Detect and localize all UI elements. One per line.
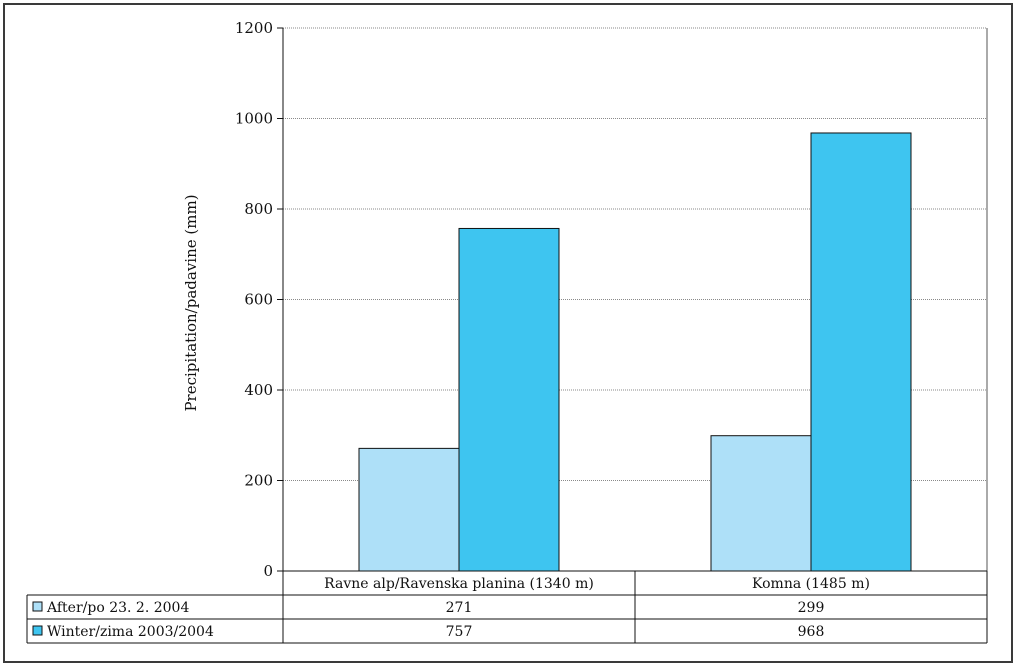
bar [358,447,460,572]
precipitation-chart: 0 200 400 600 800 1000 1200 Precipitation/pada… [26,19,988,644]
category-label: Komna (1485 m) [752,576,870,592]
y-tick-label: 600 [244,291,273,309]
bars-layer [358,132,912,572]
data-table-value: 757 [446,624,473,640]
y-tick-label: 1000 [235,110,273,128]
y-tick-label: 200 [244,472,273,490]
category-label: Ravne alp/Ravenska planina (1340 m) [324,576,594,592]
axis-layer: 0 200 400 600 800 1000 1200 [235,19,988,643]
y-tick-label: 0 [263,562,273,580]
data-table-value: 968 [798,624,825,640]
bar [710,435,812,572]
legend-label: After/po 23. 2. 2004 [46,600,189,616]
y-axis-title: Precipitation/padavine (mm) [182,194,200,411]
bar [458,227,560,572]
y-tick-label: 400 [244,381,273,399]
y-tick-label: 800 [244,200,273,218]
data-table: Ravne alp/Ravenska planina (1340 m) Komna… [26,570,988,644]
legend-key [32,601,43,612]
chart-frame: 0 200 400 600 800 1000 1200 Precipitation/pada… [3,3,1013,663]
data-table-value: 299 [798,600,825,616]
bar [810,132,912,572]
data-table-value: 271 [446,600,473,616]
legend-key [32,625,43,636]
y-tick-label: 1200 [235,19,273,37]
legend-label: Winter/zima 2003/2004 [47,624,214,640]
